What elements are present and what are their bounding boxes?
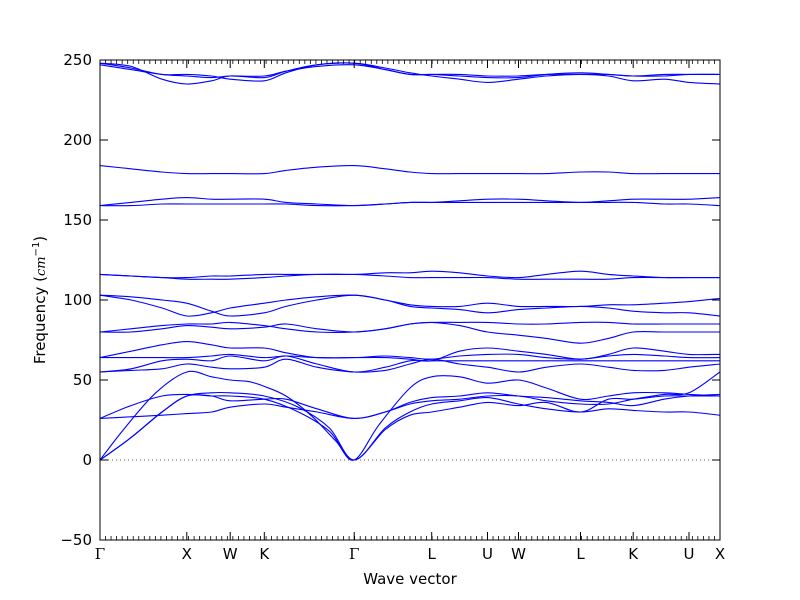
y-axis-label-unit: cm (34, 256, 49, 276)
phonon-branch-9 (100, 341, 720, 362)
x-tick-label-9: L (576, 545, 585, 563)
y-tick-label-50: 50 (73, 371, 92, 389)
x-tick-label-11: U (684, 545, 695, 563)
phonon-branch-15 (100, 273, 720, 280)
y-axis-label-text: Frequency ( (31, 276, 49, 364)
phonon-branch-12 (100, 294, 720, 317)
y-tick-label--50: −50 (60, 531, 92, 549)
x-tick-label-12: X (715, 545, 725, 563)
phonon-branch-19 (100, 62, 720, 85)
y-tick-label-250: 250 (63, 51, 92, 69)
y-tick-label-150: 150 (63, 211, 92, 229)
y-axis-label: Frequency (cm−1) (31, 236, 49, 364)
phonon-branch-17 (100, 201, 720, 207)
phonon-branch-5 (100, 371, 720, 419)
phonon-branch-18 (100, 165, 720, 175)
x-tick-label-1: Γ (95, 545, 105, 563)
phonon-branch-13 (100, 294, 720, 317)
phonon-branch-11 (100, 321, 720, 333)
series-layer (100, 62, 720, 461)
y-tick-label-200: 200 (63, 131, 92, 149)
x-tick-label-4: K (259, 545, 270, 563)
phonon-branch-8 (100, 353, 720, 360)
y-axis-label-unit-exp: −1 (31, 242, 42, 257)
phonon-branch-6 (100, 355, 720, 373)
x-tick-label-3: W (223, 545, 238, 563)
x-tick-label-6: L (428, 545, 437, 563)
x-tick-label-7: U (482, 545, 493, 563)
phonon-branch-1 (100, 391, 720, 461)
phonon-branch-4 (100, 392, 720, 419)
y-axis-label-close: ) (31, 236, 49, 242)
x-tick-label-2: X (182, 545, 192, 563)
x-axis-label: Wave vector (363, 570, 457, 588)
x-tick-label-5: Γ (349, 545, 359, 563)
y-tick-label-0: 0 (82, 451, 92, 469)
x-tick-label-10: K (628, 545, 639, 563)
x-tick-label-8: W (511, 545, 526, 563)
phonon-branch-3 (100, 370, 720, 461)
y-tick-layer: −50 0 50 100 150 200 250 (60, 51, 720, 549)
plot-frame (99, 59, 721, 541)
phonon-branch-21 (100, 64, 720, 79)
y-tick-label-100: 100 (63, 291, 92, 309)
phonon-branch-14 (100, 270, 720, 279)
phonon-branch-7 (100, 358, 720, 373)
